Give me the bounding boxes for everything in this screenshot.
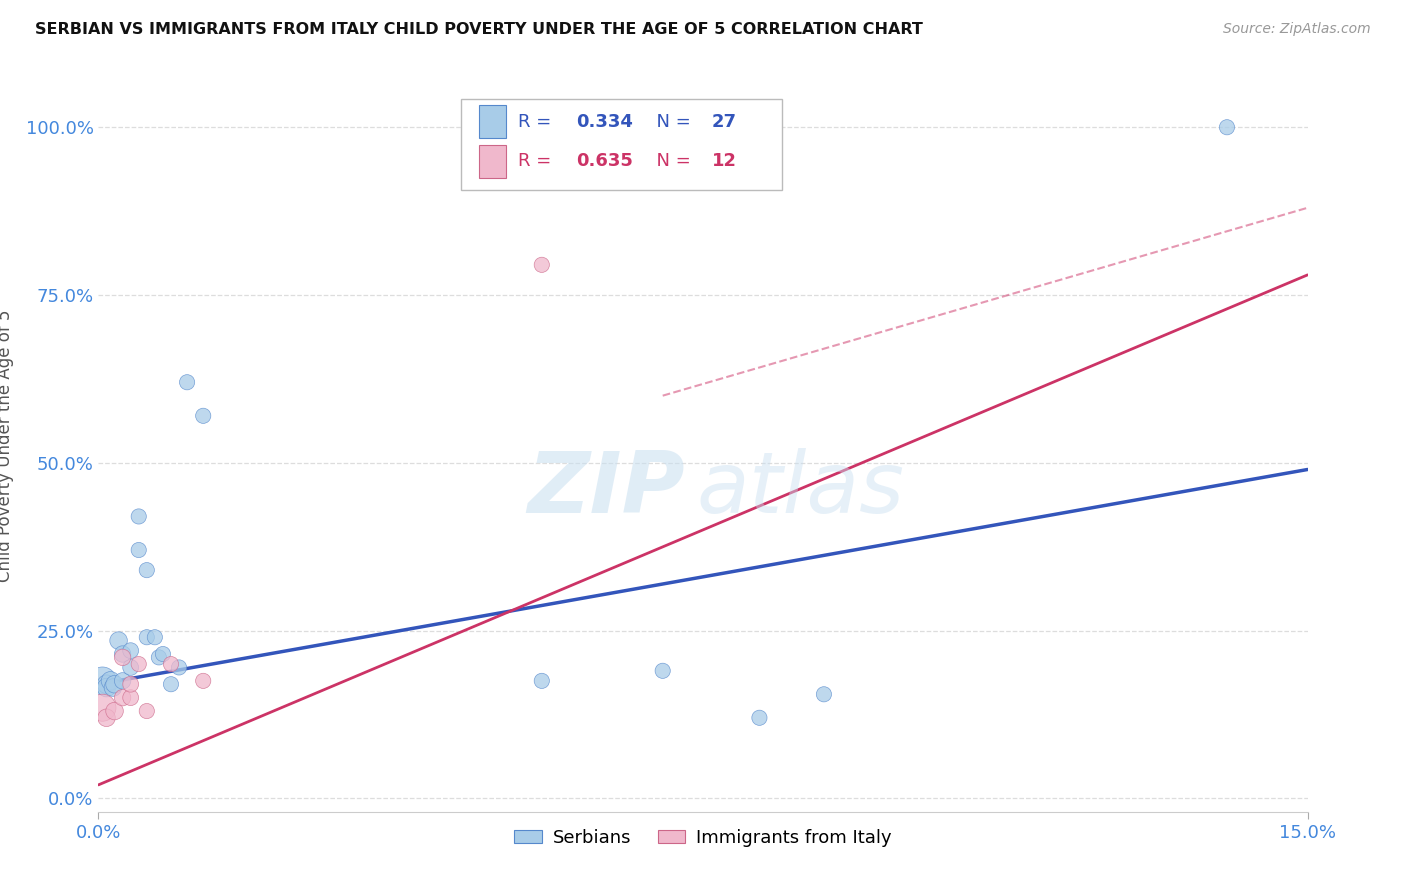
Point	[96, 711, 118, 725]
Point	[748, 711, 770, 725]
Point	[135, 704, 157, 718]
Text: N =: N =	[645, 153, 696, 170]
Point	[152, 647, 174, 661]
Point	[100, 673, 122, 688]
Point	[135, 630, 157, 644]
Text: 27: 27	[711, 113, 737, 131]
Text: 0.334: 0.334	[576, 113, 633, 131]
Point	[813, 687, 835, 701]
Point	[530, 673, 553, 688]
Text: 0.635: 0.635	[576, 153, 633, 170]
Legend: Serbians, Immigrants from Italy: Serbians, Immigrants from Italy	[508, 822, 898, 854]
Point	[103, 704, 125, 718]
Point	[530, 258, 553, 272]
Point	[148, 650, 170, 665]
Point	[135, 563, 157, 577]
Y-axis label: Child Poverty Under the Age of 5: Child Poverty Under the Age of 5	[0, 310, 14, 582]
Text: atlas: atlas	[697, 449, 905, 532]
Point	[96, 681, 118, 695]
Point	[128, 543, 150, 558]
Point	[120, 677, 142, 691]
Point	[128, 657, 150, 671]
Point	[120, 643, 142, 657]
Point	[193, 409, 215, 423]
Point	[160, 677, 183, 691]
Point	[103, 677, 125, 691]
Point	[91, 700, 114, 714]
Point	[101, 681, 124, 695]
Point	[167, 660, 190, 674]
Point	[193, 673, 215, 688]
Text: R =: R =	[517, 113, 557, 131]
Text: ZIP: ZIP	[527, 449, 685, 532]
Point	[160, 657, 183, 671]
Point	[651, 664, 673, 678]
Text: 12: 12	[711, 153, 737, 170]
Point	[120, 690, 142, 705]
Point	[111, 673, 134, 688]
Text: Source: ZipAtlas.com: Source: ZipAtlas.com	[1223, 22, 1371, 37]
Point	[111, 690, 134, 705]
FancyBboxPatch shape	[479, 145, 506, 178]
Point	[96, 677, 118, 691]
Point	[111, 650, 134, 665]
FancyBboxPatch shape	[479, 105, 506, 138]
Point	[91, 673, 114, 688]
Point	[1216, 120, 1239, 135]
FancyBboxPatch shape	[461, 99, 782, 190]
Point	[111, 647, 134, 661]
Point	[107, 633, 129, 648]
Point	[128, 509, 150, 524]
Text: N =: N =	[645, 113, 696, 131]
Text: SERBIAN VS IMMIGRANTS FROM ITALY CHILD POVERTY UNDER THE AGE OF 5 CORRELATION CH: SERBIAN VS IMMIGRANTS FROM ITALY CHILD P…	[35, 22, 922, 37]
Point	[143, 630, 166, 644]
Text: R =: R =	[517, 153, 557, 170]
Point	[176, 376, 198, 390]
Point	[120, 660, 142, 674]
